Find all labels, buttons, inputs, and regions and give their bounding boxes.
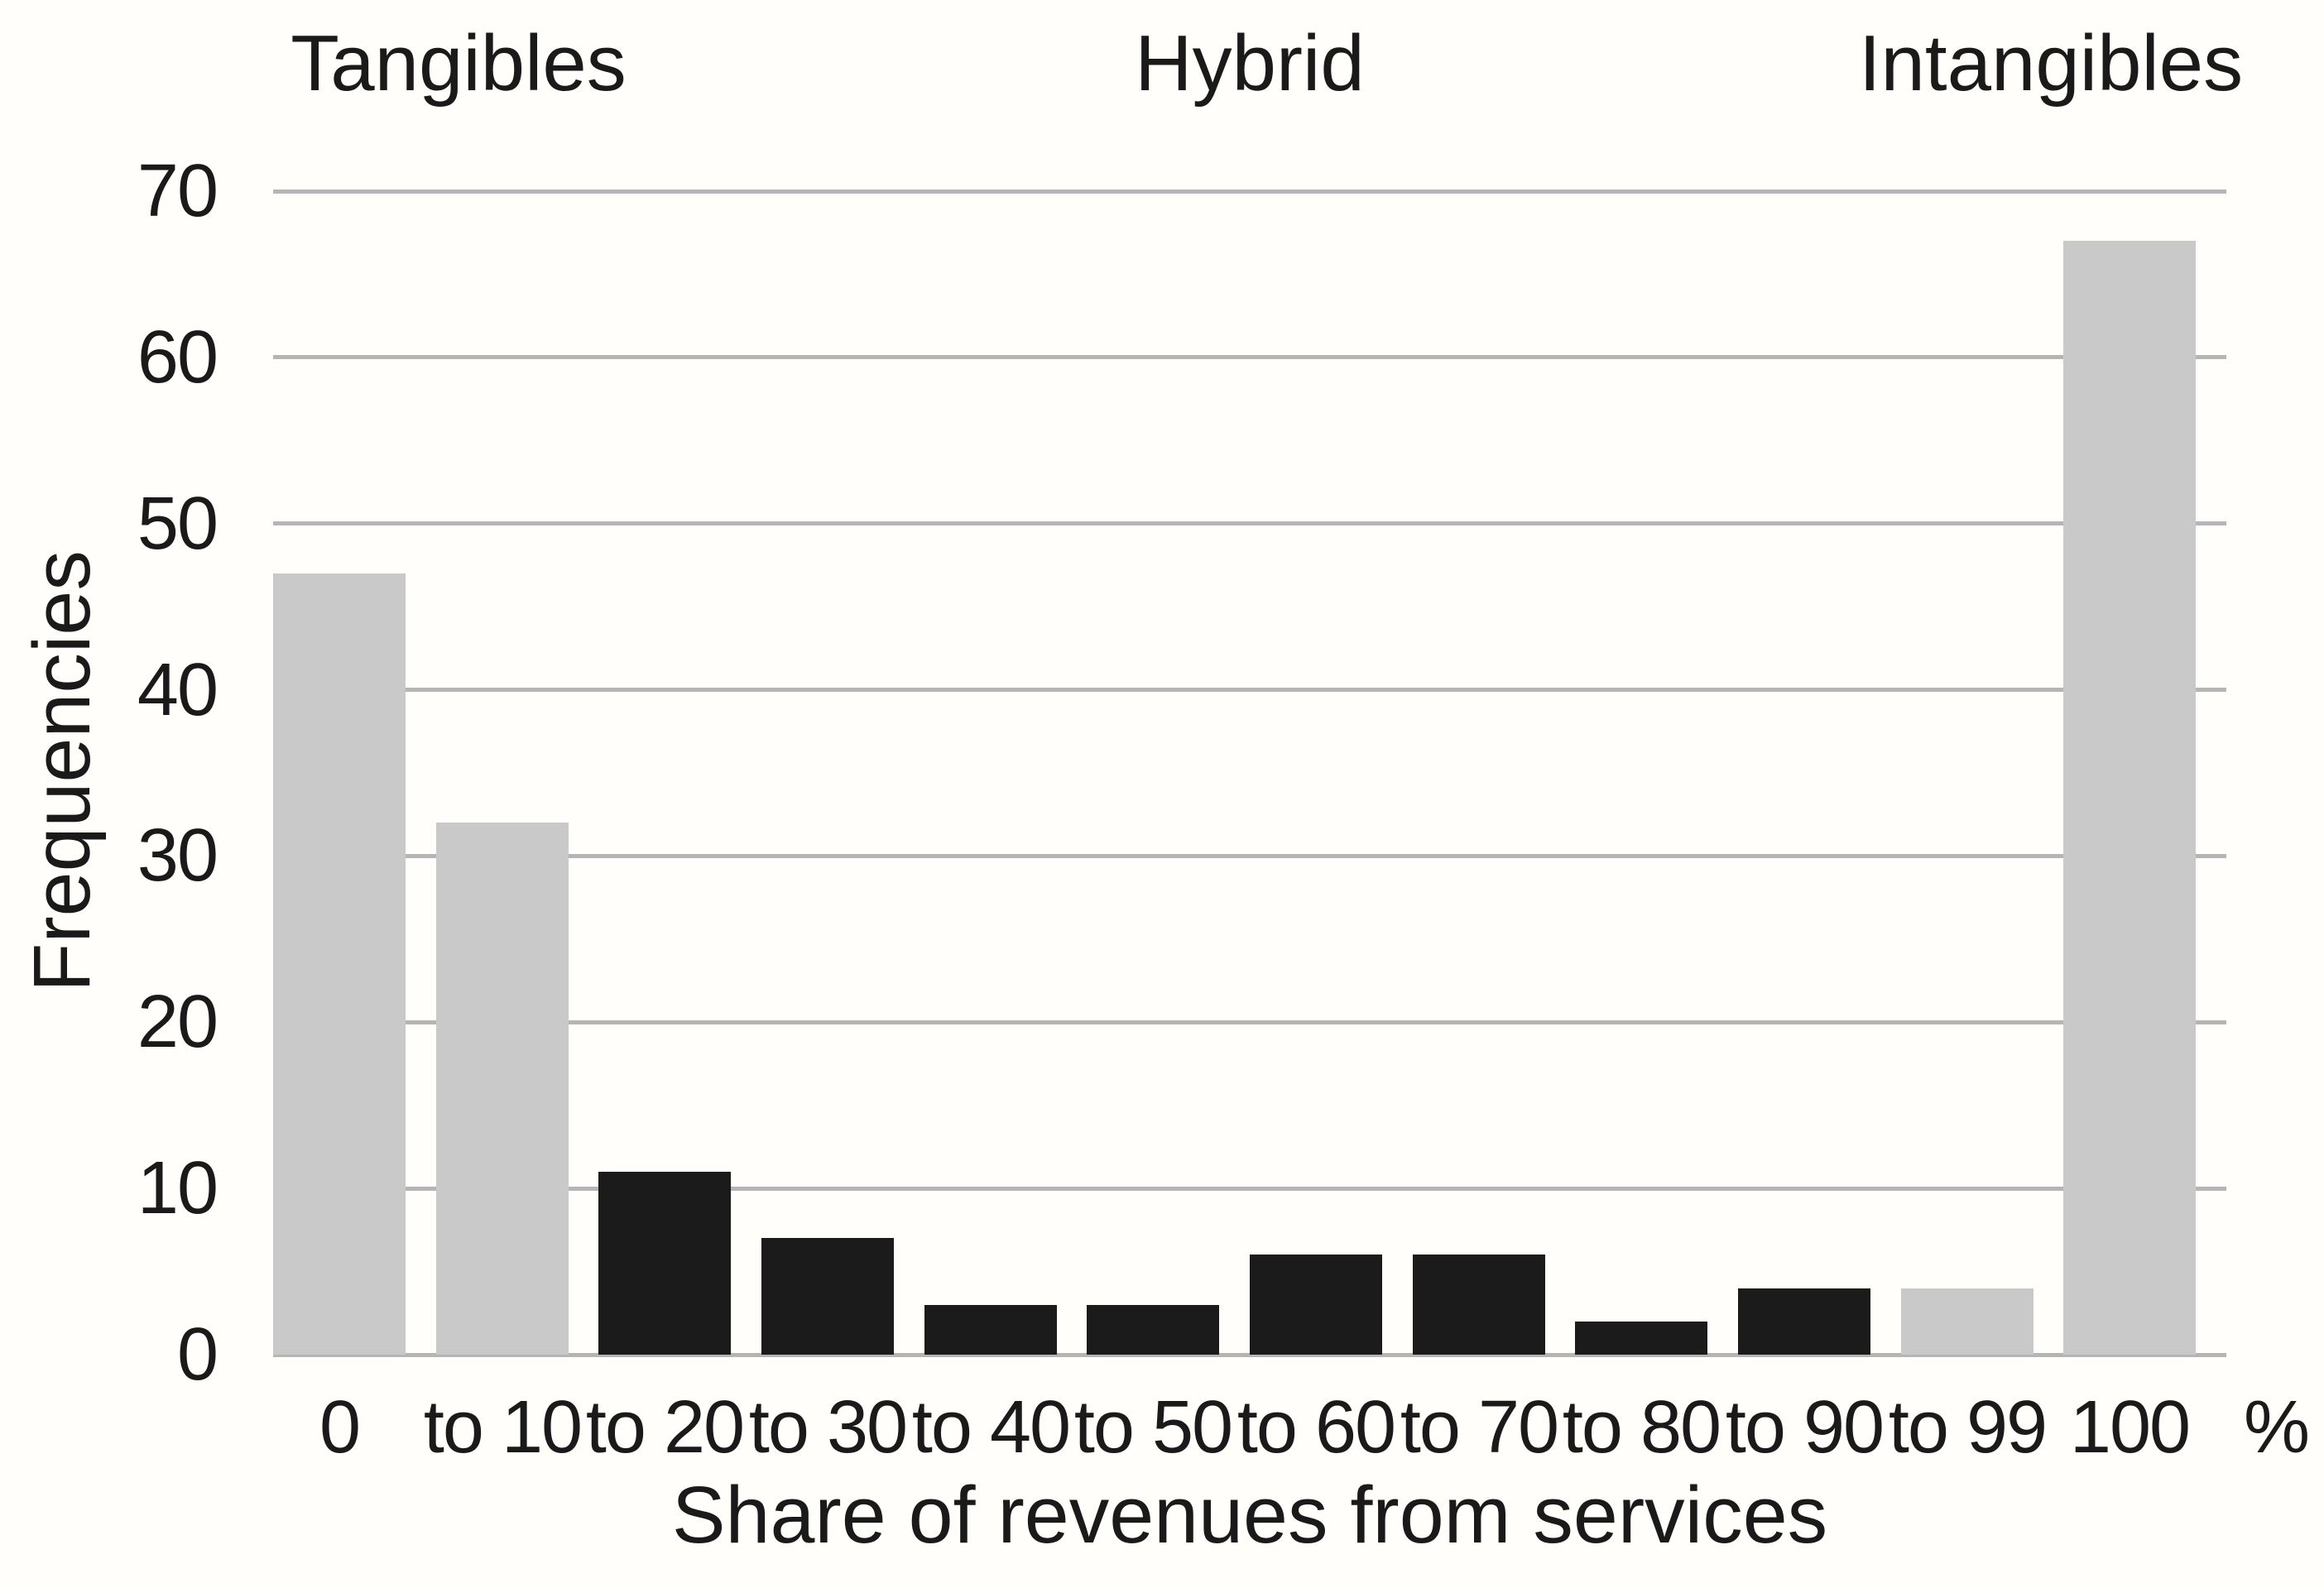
x-tick-label: to 80 (1562, 1386, 1721, 1469)
x-tick-label: to 30 (748, 1386, 908, 1469)
bar (273, 573, 406, 1355)
gridline (273, 1019, 2226, 1024)
y-tick-label: 20 (137, 981, 218, 1063)
group-label-intangibles: Intangibles (1858, 19, 2244, 108)
bar (598, 1172, 731, 1355)
gridline (273, 853, 2226, 858)
x-tick-label: to 99 (1888, 1386, 2048, 1469)
bar (924, 1305, 1057, 1355)
x-axis-title: Share of revenues from services (671, 1470, 1828, 1560)
y-tick-label: 10 (137, 1147, 218, 1230)
y-axis-title: Frequencies (17, 550, 107, 992)
x-tick-label: to 90 (1725, 1386, 1885, 1469)
y-tick-label: 60 (137, 316, 218, 399)
bar (1575, 1322, 1707, 1355)
gridline (273, 688, 2226, 693)
bar (1738, 1288, 1870, 1355)
y-tick-label: 0 (176, 1313, 218, 1396)
x-axis-baseline (273, 1352, 2226, 1357)
gridline (273, 189, 2226, 194)
x-tick-label: to 60 (1236, 1386, 1396, 1469)
gridline (273, 355, 2226, 360)
x-tick-label: to 20 (585, 1386, 745, 1469)
x-tick-label: to 40 (911, 1386, 1071, 1469)
bar (1413, 1255, 1545, 1355)
y-tick-label: 40 (137, 649, 218, 732)
x-tick-label: to 70 (1400, 1386, 1559, 1469)
x-tick-label: 100 (2069, 1386, 2191, 1469)
x-tick-label: to 50 (1073, 1386, 1233, 1469)
y-tick-label: 50 (137, 482, 218, 565)
bar (1250, 1255, 1382, 1355)
group-label-tangibles: Tangibles (290, 19, 627, 108)
gridline (273, 1186, 2226, 1191)
bar (1901, 1288, 2034, 1355)
bar (1087, 1305, 1219, 1355)
gridline (273, 521, 2226, 526)
y-tick-label: 30 (137, 814, 218, 897)
bar (761, 1238, 894, 1355)
x-axis-unit-label: % (2243, 1386, 2310, 1469)
x-tick-label: to 10 (423, 1386, 583, 1469)
bar (2063, 241, 2196, 1355)
bar (436, 823, 569, 1355)
plot-area (273, 189, 2226, 1357)
x-tick-label: 0 (319, 1386, 361, 1469)
y-tick-label: 70 (137, 150, 218, 233)
group-label-hybrid: Hybrid (1135, 19, 1365, 108)
